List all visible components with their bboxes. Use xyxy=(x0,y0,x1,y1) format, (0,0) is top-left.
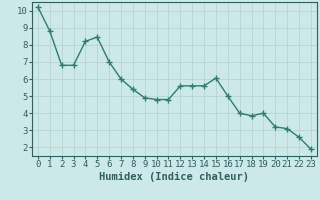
X-axis label: Humidex (Indice chaleur): Humidex (Indice chaleur) xyxy=(100,172,249,182)
